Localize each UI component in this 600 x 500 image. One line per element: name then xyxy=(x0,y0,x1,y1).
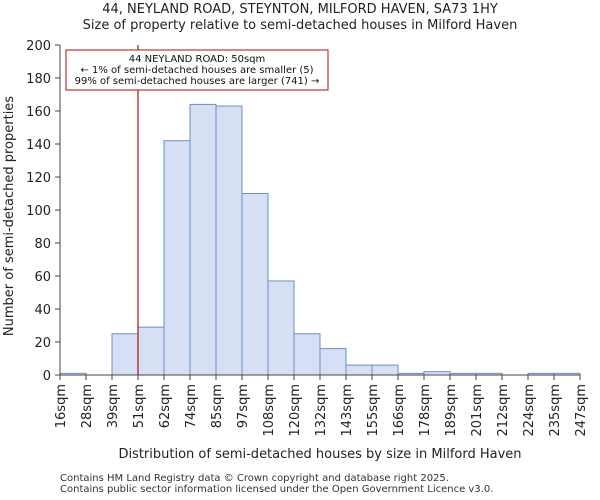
y-axis-label: Number of semi-detached properties xyxy=(2,96,17,336)
y-tick-label: 200 xyxy=(26,39,51,54)
y-tick-label: 140 xyxy=(26,138,51,153)
y-tick-label: 0 xyxy=(43,369,51,384)
bar-108sqm xyxy=(267,280,295,376)
x-tick-label: 108sqm xyxy=(262,384,277,437)
chart-title: 44, NEYLAND ROAD, STEYNTON, MILFORD HAVE… xyxy=(102,2,498,17)
bar-120sqm xyxy=(293,333,321,376)
x-tick-label: 189sqm xyxy=(444,384,459,437)
bar-62sqm xyxy=(163,140,191,376)
bar-155sqm xyxy=(371,364,399,376)
x-tick-label: 74sqm xyxy=(184,384,199,428)
x-tick-label: 143sqm xyxy=(340,384,355,437)
y-tick-label: 80 xyxy=(34,237,51,252)
footer-copyright: Contains HM Land Registry data © Crown c… xyxy=(60,473,449,484)
bar-132sqm xyxy=(319,348,347,376)
x-tick-label: 132sqm xyxy=(314,384,329,437)
x-tick-label: 62sqm xyxy=(158,384,173,428)
y-tick-label: 180 xyxy=(26,72,51,87)
annotation-box: 44 NEYLAND ROAD: 50sqm ← 1% of semi-deta… xyxy=(65,49,329,91)
x-tick-label: 120sqm xyxy=(288,384,303,437)
bar-51sqm xyxy=(137,326,165,376)
x-tick-label: 166sqm xyxy=(392,384,407,437)
x-tick-label: 97sqm xyxy=(236,384,251,428)
chart-subtitle: Size of property relative to semi-detach… xyxy=(82,18,518,33)
y-tick-label: 100 xyxy=(26,204,51,219)
x-tick-label: 201sqm xyxy=(470,384,485,437)
annotation-border xyxy=(65,49,329,91)
footer-licence: Contains public sector information licen… xyxy=(60,484,494,495)
bar-74sqm xyxy=(189,103,217,376)
x-tick-label: 39sqm xyxy=(106,384,121,428)
x-tick-label: 155sqm xyxy=(366,384,381,437)
x-axis-ticks: 16sqm 28sqm 39sqm 51sqm 62sqm 74sqm 85sqm 97sqm… xyxy=(54,375,589,437)
y-tick-label: 40 xyxy=(34,303,51,318)
annotation-line-1: 44 NEYLAND ROAD: 50sqm xyxy=(129,54,266,65)
x-tick-label: 247sqm xyxy=(574,384,589,437)
x-tick-label: 224sqm xyxy=(522,384,537,437)
bar-85sqm xyxy=(215,105,243,376)
x-tick-label: 178sqm xyxy=(418,384,433,437)
y-tick-label: 120 xyxy=(26,171,51,186)
x-tick-label: 85sqm xyxy=(210,384,225,428)
y-tick-label: 20 xyxy=(34,336,51,351)
x-axis-label: Distribution of semi-detached houses by … xyxy=(118,447,521,462)
x-tick-label: 235sqm xyxy=(548,384,563,437)
y-tick-label: 60 xyxy=(34,270,51,285)
x-tick-label: 16sqm xyxy=(54,384,69,428)
bar-group xyxy=(59,103,581,376)
bar-97sqm xyxy=(241,193,269,376)
x-tick-label: 212sqm xyxy=(496,384,511,437)
annotation-line-2: ← 1% of semi-detached houses are smaller… xyxy=(80,65,313,76)
y-axis-ticks: 0 20 40 60 80 100 120 140 160 180 200 xyxy=(26,39,60,384)
x-tick-label: 51sqm xyxy=(132,384,147,428)
x-tick-label: 28sqm xyxy=(80,384,95,428)
annotation-line-3: 99% of semi-detached houses are larger (… xyxy=(75,76,320,87)
bar-39sqm xyxy=(111,333,139,376)
y-tick-label: 160 xyxy=(26,105,51,120)
bar-143sqm xyxy=(345,364,373,376)
